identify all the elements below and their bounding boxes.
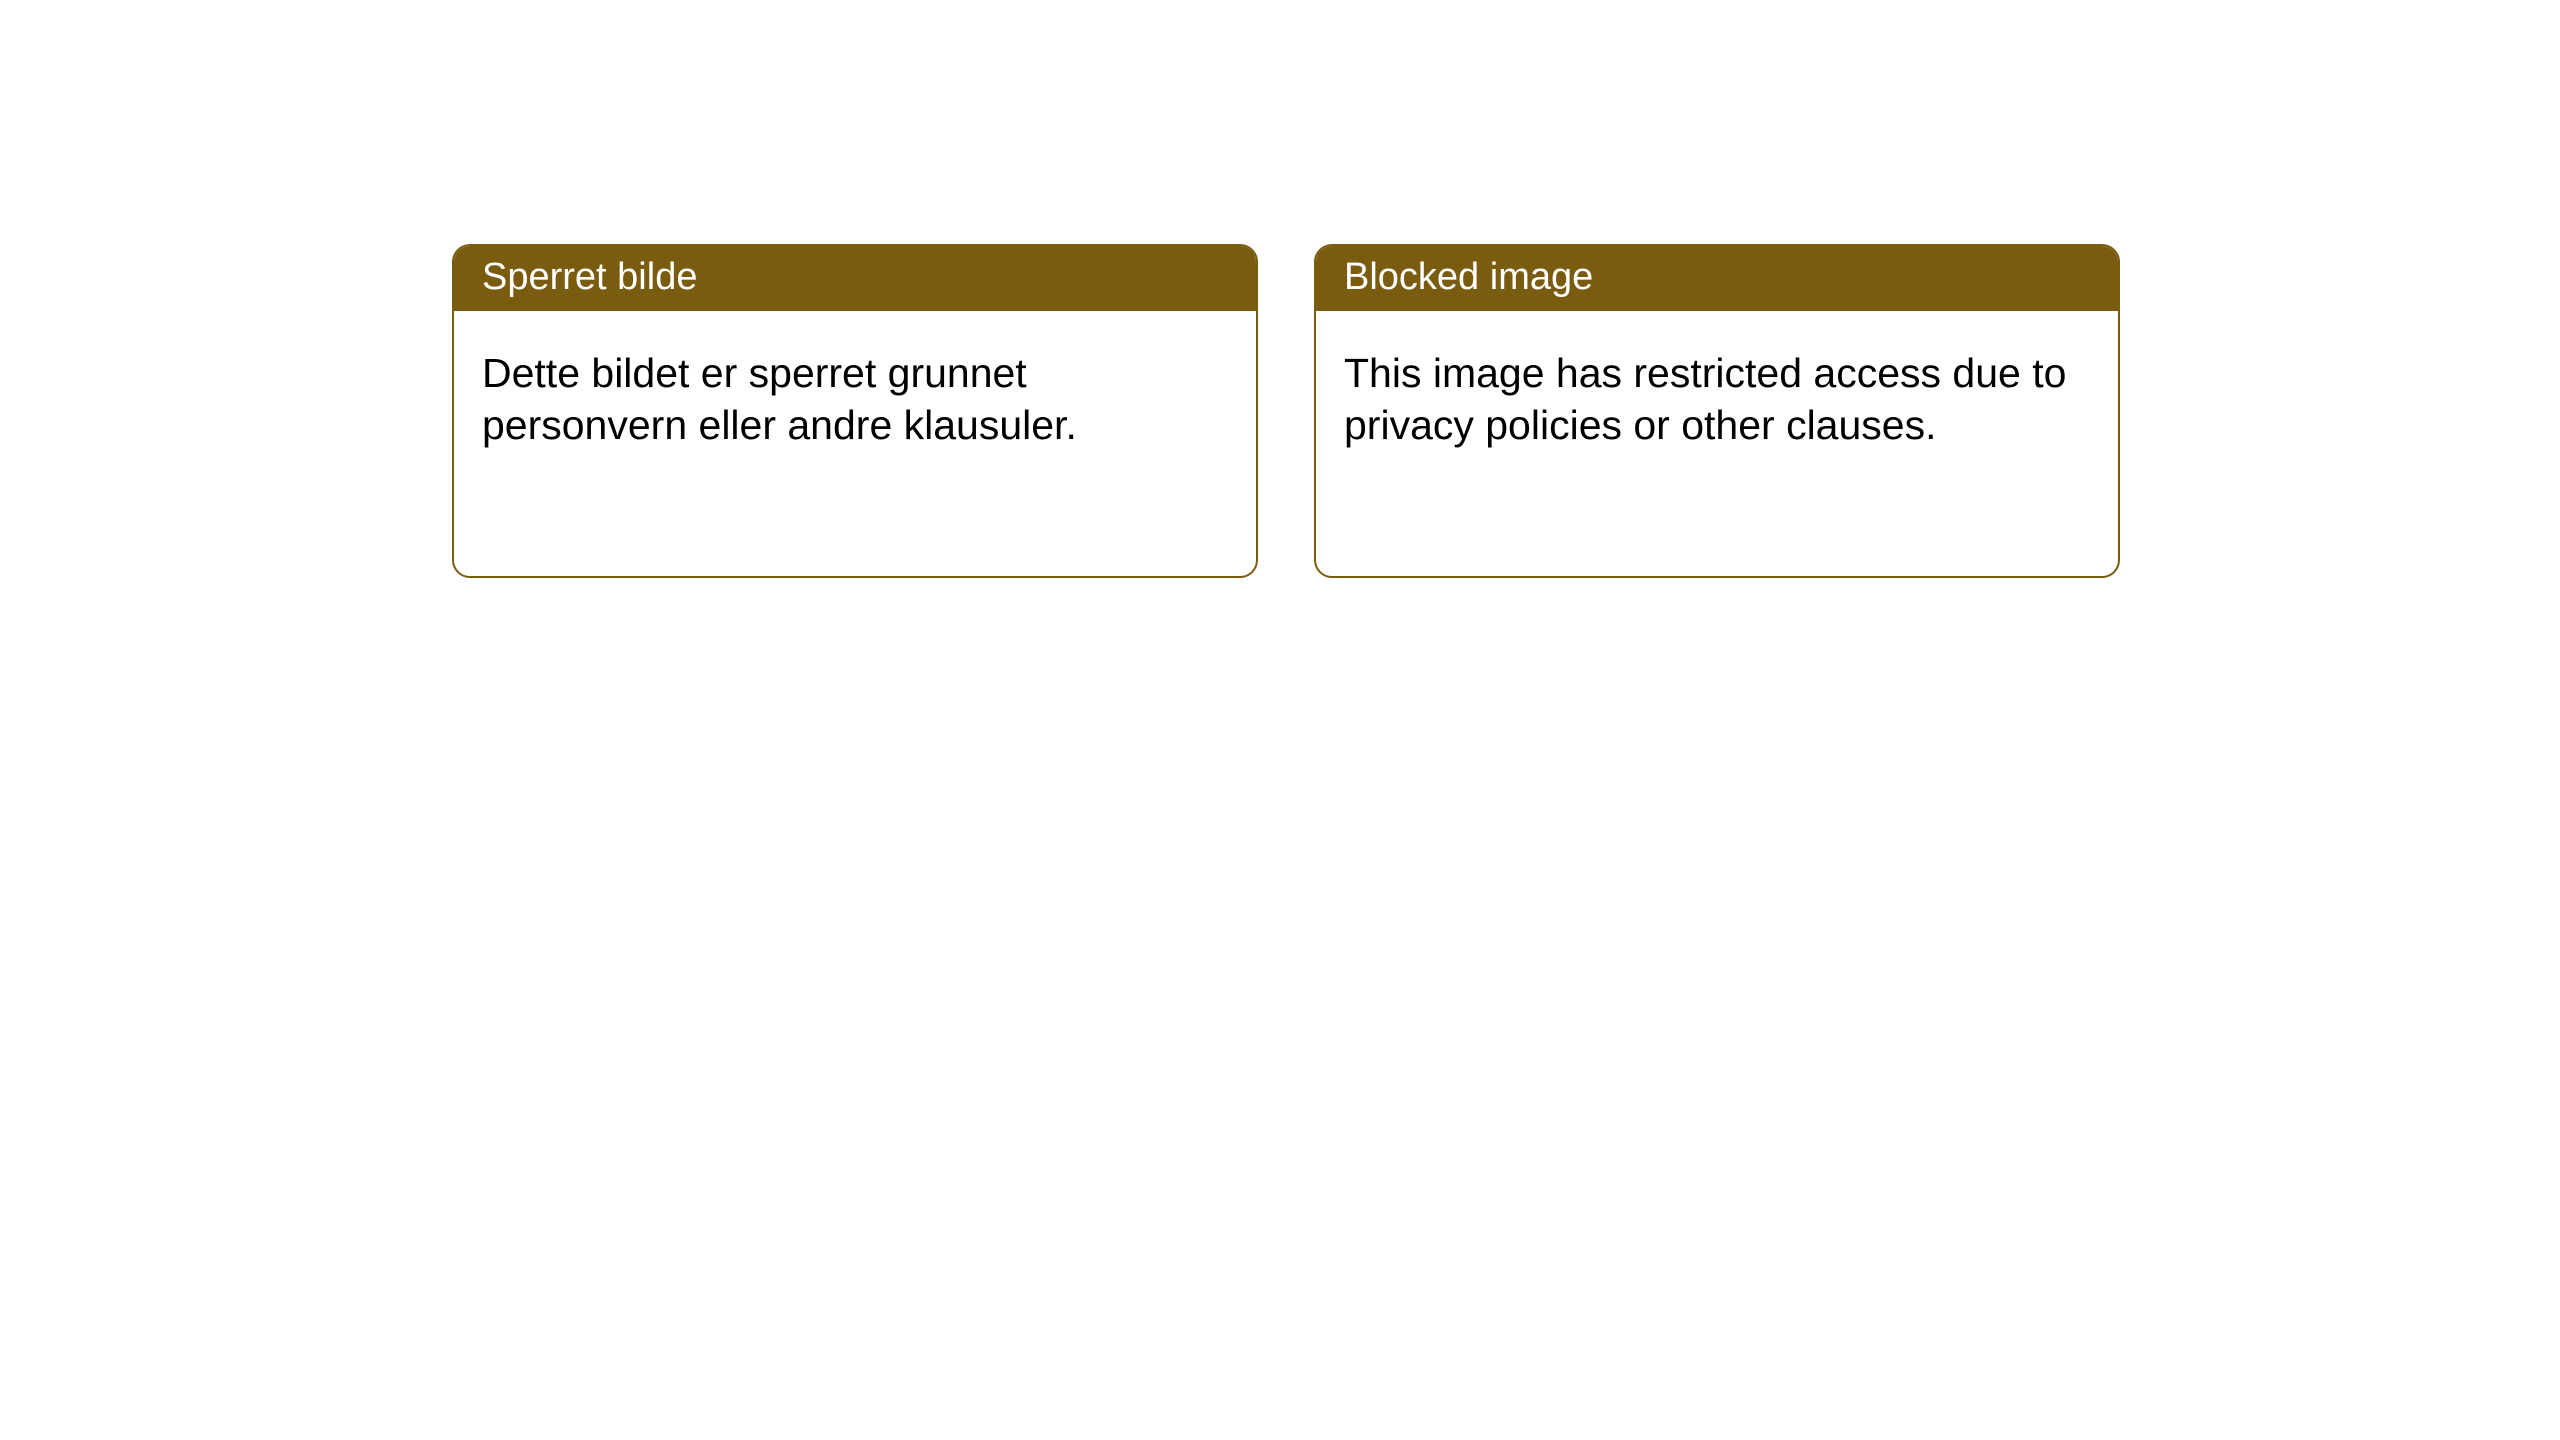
card-title-no: Sperret bilde [482,256,697,298]
blocked-image-card-en: Blocked image This image has restricted … [1314,244,2120,578]
card-header-no: Sperret bilde [454,246,1256,311]
notice-cards-container: Sperret bilde Dette bildet er sperret gr… [0,0,2560,578]
card-body-text-no: Dette bildet er sperret grunnet personve… [482,350,1077,448]
card-body-text-en: This image has restricted access due to … [1344,350,2066,448]
blocked-image-card-no: Sperret bilde Dette bildet er sperret gr… [452,244,1258,578]
card-header-en: Blocked image [1316,246,2118,311]
card-body-no: Dette bildet er sperret grunnet personve… [454,311,1256,487]
card-body-en: This image has restricted access due to … [1316,311,2118,487]
card-title-en: Blocked image [1344,256,1593,298]
